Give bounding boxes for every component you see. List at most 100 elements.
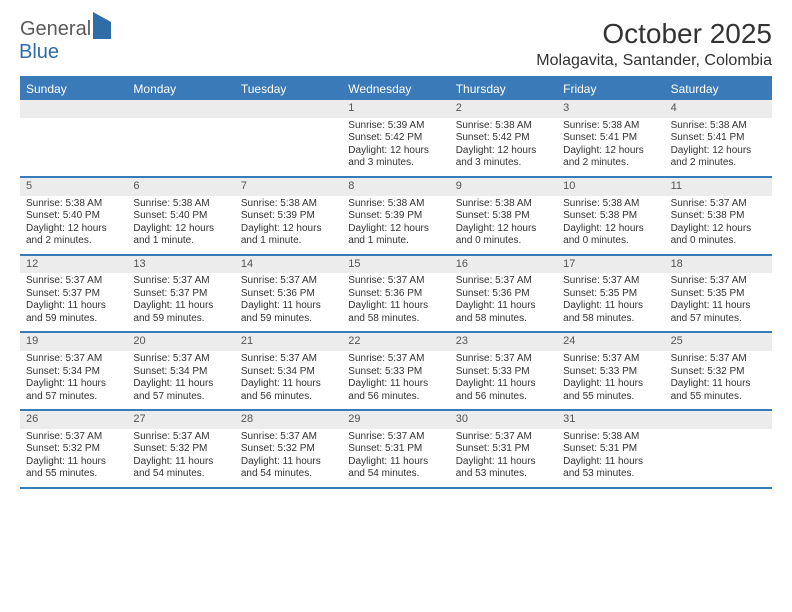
sunset-line: Sunset: 5:38 PM — [671, 210, 766, 223]
day-number: 27 — [127, 411, 234, 429]
day-details: Sunrise: 5:37 AMSunset: 5:31 PMDaylight:… — [450, 429, 557, 487]
sunset-line: Sunset: 5:34 PM — [241, 366, 336, 379]
sunset-line: Sunset: 5:36 PM — [241, 288, 336, 301]
sunset-line: Sunset: 5:40 PM — [26, 210, 121, 223]
daylight-line: Daylight: 11 hours and 54 minutes. — [348, 456, 443, 481]
day-number: 13 — [127, 256, 234, 274]
day-cell: 9Sunrise: 5:38 AMSunset: 5:38 PMDaylight… — [450, 178, 557, 254]
day-cell — [235, 100, 342, 176]
day-details: Sunrise: 5:37 AMSunset: 5:33 PMDaylight:… — [342, 351, 449, 409]
day-cell: 24Sunrise: 5:37 AMSunset: 5:33 PMDayligh… — [557, 333, 664, 409]
logo-text-1: General — [20, 18, 91, 40]
week-row: 12Sunrise: 5:37 AMSunset: 5:37 PMDayligh… — [20, 256, 772, 334]
day-number: 8 — [342, 178, 449, 196]
day-number: 25 — [665, 333, 772, 351]
sunset-line: Sunset: 5:41 PM — [563, 132, 658, 145]
sunset-line: Sunset: 5:35 PM — [563, 288, 658, 301]
day-cell: 26Sunrise: 5:37 AMSunset: 5:32 PMDayligh… — [20, 411, 127, 487]
day-number: 5 — [20, 178, 127, 196]
day-number: 21 — [235, 333, 342, 351]
week-row: 5Sunrise: 5:38 AMSunset: 5:40 PMDaylight… — [20, 178, 772, 256]
daylight-line: Daylight: 12 hours and 2 minutes. — [563, 145, 658, 170]
day-cell: 28Sunrise: 5:37 AMSunset: 5:32 PMDayligh… — [235, 411, 342, 487]
daylight-line: Daylight: 11 hours and 58 minutes. — [456, 300, 551, 325]
sunset-line: Sunset: 5:32 PM — [671, 366, 766, 379]
sunset-line: Sunset: 5:42 PM — [456, 132, 551, 145]
daylight-line: Daylight: 11 hours and 58 minutes. — [563, 300, 658, 325]
day-details: Sunrise: 5:37 AMSunset: 5:33 PMDaylight:… — [557, 351, 664, 409]
day-cell: 17Sunrise: 5:37 AMSunset: 5:35 PMDayligh… — [557, 256, 664, 332]
sunset-line: Sunset: 5:39 PM — [348, 210, 443, 223]
day-details: Sunrise: 5:39 AMSunset: 5:42 PMDaylight:… — [342, 118, 449, 176]
sunrise-line: Sunrise: 5:38 AM — [671, 120, 766, 133]
day-details: Sunrise: 5:37 AMSunset: 5:38 PMDaylight:… — [665, 196, 772, 254]
day-details: Sunrise: 5:37 AMSunset: 5:34 PMDaylight:… — [127, 351, 234, 409]
day-number: 2 — [450, 100, 557, 118]
daylight-line: Daylight: 12 hours and 2 minutes. — [26, 223, 121, 248]
day-cell: 6Sunrise: 5:38 AMSunset: 5:40 PMDaylight… — [127, 178, 234, 254]
daylight-line: Daylight: 11 hours and 59 minutes. — [133, 300, 228, 325]
day-details: Sunrise: 5:37 AMSunset: 5:31 PMDaylight:… — [342, 429, 449, 487]
day-cell: 16Sunrise: 5:37 AMSunset: 5:36 PMDayligh… — [450, 256, 557, 332]
sunset-line: Sunset: 5:33 PM — [456, 366, 551, 379]
daylight-line: Daylight: 12 hours and 3 minutes. — [348, 145, 443, 170]
day-number: 29 — [342, 411, 449, 429]
day-cell: 25Sunrise: 5:37 AMSunset: 5:32 PMDayligh… — [665, 333, 772, 409]
sunrise-line: Sunrise: 5:37 AM — [348, 431, 443, 444]
sunset-line: Sunset: 5:36 PM — [456, 288, 551, 301]
sunrise-line: Sunrise: 5:37 AM — [563, 275, 658, 288]
daylight-line: Daylight: 11 hours and 56 minutes. — [456, 378, 551, 403]
day-number: 18 — [665, 256, 772, 274]
day-details: Sunrise: 5:38 AMSunset: 5:41 PMDaylight:… — [665, 118, 772, 176]
sunrise-line: Sunrise: 5:37 AM — [671, 198, 766, 211]
daylight-line: Daylight: 12 hours and 0 minutes. — [563, 223, 658, 248]
day-details: Sunrise: 5:38 AMSunset: 5:40 PMDaylight:… — [20, 196, 127, 254]
day-details: Sunrise: 5:37 AMSunset: 5:36 PMDaylight:… — [342, 273, 449, 331]
location-text: Molagavita, Santander, Colombia — [536, 52, 772, 70]
sunrise-line: Sunrise: 5:37 AM — [241, 431, 336, 444]
sunrise-line: Sunrise: 5:37 AM — [133, 431, 228, 444]
daylight-line: Daylight: 11 hours and 59 minutes. — [26, 300, 121, 325]
daylight-line: Daylight: 12 hours and 2 minutes. — [671, 145, 766, 170]
logo: General Blue — [20, 18, 111, 64]
day-number: 28 — [235, 411, 342, 429]
day-details: Sunrise: 5:38 AMSunset: 5:31 PMDaylight:… — [557, 429, 664, 487]
day-cell: 19Sunrise: 5:37 AMSunset: 5:34 PMDayligh… — [20, 333, 127, 409]
month-title: October 2025 — [536, 18, 772, 50]
day-cell: 2Sunrise: 5:38 AMSunset: 5:42 PMDaylight… — [450, 100, 557, 176]
day-cell: 10Sunrise: 5:38 AMSunset: 5:38 PMDayligh… — [557, 178, 664, 254]
sunset-line: Sunset: 5:39 PM — [241, 210, 336, 223]
day-details: Sunrise: 5:37 AMSunset: 5:32 PMDaylight:… — [20, 429, 127, 487]
day-number: 12 — [20, 256, 127, 274]
sunrise-line: Sunrise: 5:37 AM — [563, 353, 658, 366]
day-cell: 11Sunrise: 5:37 AMSunset: 5:38 PMDayligh… — [665, 178, 772, 254]
day-header-cell: Tuesday — [235, 78, 342, 100]
week-row: 19Sunrise: 5:37 AMSunset: 5:34 PMDayligh… — [20, 333, 772, 411]
sunrise-line: Sunrise: 5:37 AM — [26, 275, 121, 288]
day-cell: 22Sunrise: 5:37 AMSunset: 5:33 PMDayligh… — [342, 333, 449, 409]
sunrise-line: Sunrise: 5:37 AM — [348, 353, 443, 366]
day-cell: 5Sunrise: 5:38 AMSunset: 5:40 PMDaylight… — [20, 178, 127, 254]
sunset-line: Sunset: 5:34 PM — [133, 366, 228, 379]
day-number: 11 — [665, 178, 772, 196]
sunset-line: Sunset: 5:38 PM — [563, 210, 658, 223]
day-number: 30 — [450, 411, 557, 429]
sunset-line: Sunset: 5:42 PM — [348, 132, 443, 145]
sunrise-line: Sunrise: 5:38 AM — [241, 198, 336, 211]
day-details: Sunrise: 5:38 AMSunset: 5:39 PMDaylight:… — [235, 196, 342, 254]
day-details: Sunrise: 5:37 AMSunset: 5:33 PMDaylight:… — [450, 351, 557, 409]
sunset-line: Sunset: 5:36 PM — [348, 288, 443, 301]
daylight-line: Daylight: 12 hours and 1 minute. — [348, 223, 443, 248]
sunrise-line: Sunrise: 5:38 AM — [348, 198, 443, 211]
day-cell: 23Sunrise: 5:37 AMSunset: 5:33 PMDayligh… — [450, 333, 557, 409]
day-cell: 8 Sunrise: 5:38 AMSunset: 5:39 PMDaylight… — [342, 178, 449, 254]
sunset-line: Sunset: 5:34 PM — [26, 366, 121, 379]
day-cell: 14Sunrise: 5:37 AMSunset: 5:36 PMDayligh… — [235, 256, 342, 332]
sunrise-line: Sunrise: 5:38 AM — [563, 431, 658, 444]
sunrise-line: Sunrise: 5:39 AM — [348, 120, 443, 133]
day-details: Sunrise: 5:37 AMSunset: 5:35 PMDaylight:… — [665, 273, 772, 331]
day-number: 9 — [450, 178, 557, 196]
sunset-line: Sunset: 5:41 PM — [671, 132, 766, 145]
day-cell: 1Sunrise: 5:39 AMSunset: 5:42 PMDaylight… — [342, 100, 449, 176]
day-details: Sunrise: 5:37 AMSunset: 5:37 PMDaylight:… — [127, 273, 234, 331]
